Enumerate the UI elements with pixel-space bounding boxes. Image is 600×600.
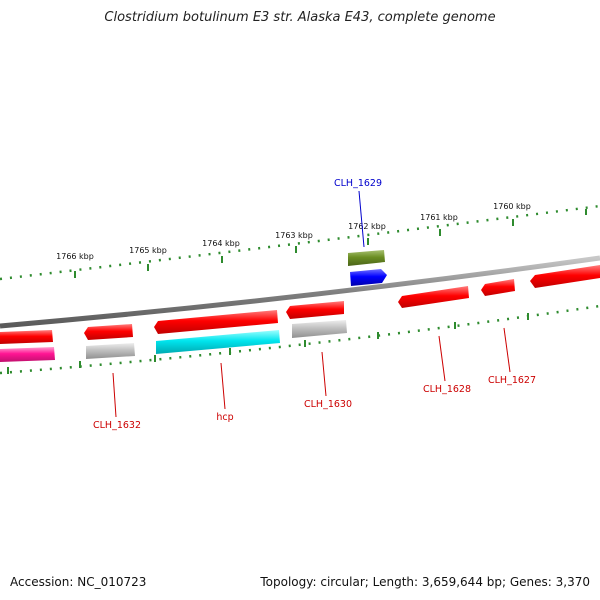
gene-rna[interactable] xyxy=(86,343,135,359)
outer-tick-ring xyxy=(0,204,600,281)
gene-rna[interactable] xyxy=(292,320,347,338)
tick-label: 1765 kbp xyxy=(129,246,167,255)
tick-label: 1764 kbp xyxy=(202,239,240,248)
gene-label-clh1627: CLH_1627 xyxy=(488,375,536,386)
gene-label-clh1632: CLH_1632 xyxy=(93,420,141,431)
tick-label: 1762 kbp xyxy=(348,222,386,231)
accession-text: Accession: NC_010723 xyxy=(10,575,147,589)
tick-label: 1763 kbp xyxy=(275,231,313,240)
gene-label-clh1628: CLH_1628 xyxy=(423,384,471,395)
reverse-strand xyxy=(0,320,347,362)
gene-olive[interactable] xyxy=(348,250,385,266)
gene-cds[interactable] xyxy=(154,310,278,334)
gene-magenta[interactable] xyxy=(0,347,55,362)
leader-lines xyxy=(112,190,511,418)
forward-strand xyxy=(0,250,600,344)
gene-hcp[interactable] xyxy=(156,330,280,354)
inner-tick-ring xyxy=(0,304,600,375)
gene-cds[interactable] xyxy=(286,301,344,319)
gene-clh1627[interactable] xyxy=(481,279,515,296)
tick-label: 1760 kbp xyxy=(493,202,531,211)
genome-backbone xyxy=(0,255,600,329)
gene-labels: CLH_1629 CLH_1632 hcp CLH_1630 CLH_1628 … xyxy=(93,178,536,431)
gene-clh1628[interactable] xyxy=(398,286,469,308)
gene-label-clh1629: CLH_1629 xyxy=(334,178,382,189)
gene-label-hcp: hcp xyxy=(216,412,233,423)
tick-label: 1766 kbp xyxy=(56,252,94,261)
gene-label-clh1630: CLH_1630 xyxy=(304,399,352,410)
map-title: Clostridium botulinum E3 str. Alaska E43… xyxy=(104,10,496,25)
gene-cds[interactable] xyxy=(0,330,53,344)
tick-labels: 1760 kbp 1761 kbp 1762 kbp 1763 kbp 1764… xyxy=(56,202,531,261)
gene-clh1629[interactable] xyxy=(350,269,387,286)
tick-label: 1761 kbp xyxy=(420,213,458,222)
genome-stats-text: Topology: circular; Length: 3,659,644 bp… xyxy=(260,575,590,589)
gene-cds[interactable] xyxy=(84,324,133,340)
gene-cds[interactable] xyxy=(530,265,600,288)
